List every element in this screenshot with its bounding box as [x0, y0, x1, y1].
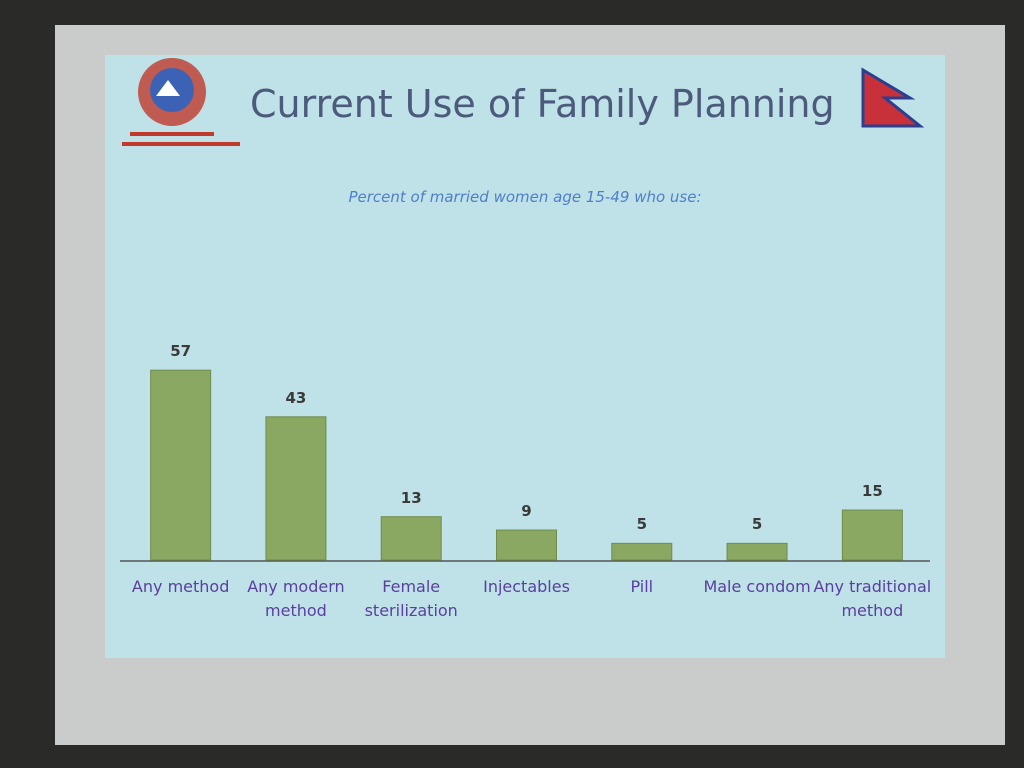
- bar: [265, 416, 327, 561]
- x-tick-label: Female sterilization: [364, 577, 458, 620]
- x-tick-label: Any traditional method: [813, 577, 932, 620]
- value-label: 43: [285, 388, 307, 407]
- value-label: 5: [751, 515, 763, 534]
- bar: [611, 542, 673, 561]
- x-tick-label: Pill: [630, 577, 654, 596]
- value-label: 13: [400, 488, 422, 507]
- bar: [150, 369, 212, 561]
- bar: [726, 542, 788, 561]
- chart-title: Current Use of Family Planning: [250, 82, 835, 126]
- x-tick-label: Male condom: [703, 577, 811, 596]
- bar: [496, 529, 557, 561]
- bar: [841, 509, 903, 561]
- value-label: 57: [170, 342, 192, 361]
- value-label: 5: [636, 515, 647, 534]
- value-label: 15: [861, 482, 883, 501]
- logo: [122, 58, 240, 146]
- x-tick-label: Injectables: [483, 577, 570, 596]
- bar: [380, 516, 442, 561]
- x-tick-label: Any method: [131, 577, 230, 596]
- chart-subtitle: Percent of married women age 15-49 who u…: [348, 188, 702, 206]
- x-tick-label: Any modern method: [247, 577, 345, 620]
- value-label: 9: [521, 502, 532, 521]
- flag: [861, 67, 925, 128]
